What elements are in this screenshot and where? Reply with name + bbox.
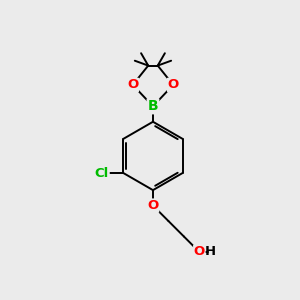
Text: O: O bbox=[194, 245, 205, 258]
Text: Cl: Cl bbox=[95, 167, 109, 179]
Text: O: O bbox=[147, 199, 159, 212]
Text: B: B bbox=[148, 99, 158, 113]
Text: H: H bbox=[205, 245, 216, 258]
Text: O: O bbox=[127, 78, 138, 92]
Text: O: O bbox=[168, 78, 179, 92]
